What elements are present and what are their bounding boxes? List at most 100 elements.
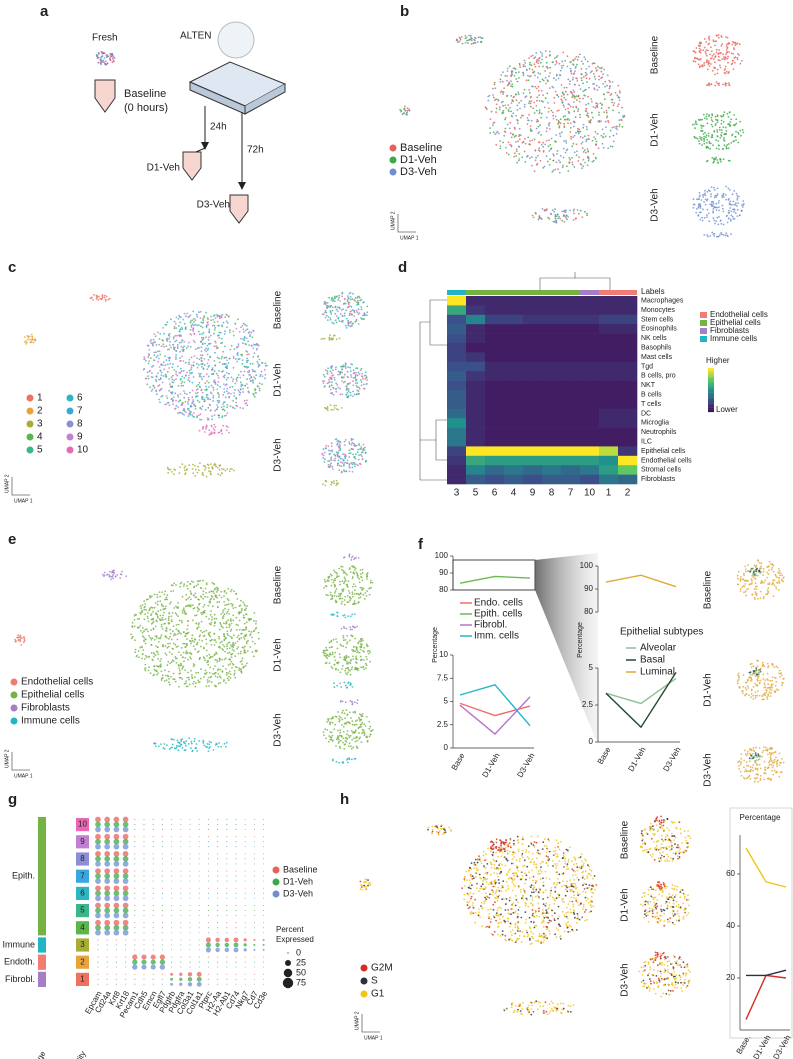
umap-point <box>360 640 362 642</box>
umap-point <box>728 84 730 86</box>
umap-point <box>341 407 343 409</box>
umap-point <box>708 43 710 45</box>
umap-point <box>709 148 711 150</box>
umap-point <box>226 643 228 645</box>
umap-point <box>226 430 228 432</box>
umap-point <box>329 647 331 649</box>
umap-point <box>355 567 357 569</box>
row-label: T cells <box>641 401 662 408</box>
umap-point <box>344 657 346 659</box>
umap-point <box>350 321 352 323</box>
umap-point <box>565 152 567 154</box>
umap-point <box>363 314 365 316</box>
umap-point <box>335 600 337 602</box>
umap-point <box>548 139 550 141</box>
umap-point <box>190 670 192 672</box>
umap-point <box>162 644 164 646</box>
umap-point <box>734 218 736 220</box>
umap-point <box>167 661 169 663</box>
umap-point <box>518 158 520 160</box>
umap-point <box>518 102 520 104</box>
umap-point <box>178 630 180 632</box>
umap-point <box>152 611 154 613</box>
umap-point <box>131 637 133 639</box>
umap-point <box>163 612 165 614</box>
umap-point <box>211 431 213 433</box>
umap-point <box>730 220 732 222</box>
umap-point <box>596 69 598 71</box>
umap-point <box>341 603 343 605</box>
umap-point <box>210 463 212 465</box>
umap-point <box>519 138 521 140</box>
umap-point <box>578 56 580 58</box>
umap-point <box>535 105 537 107</box>
heatmap-cell <box>466 475 485 485</box>
umap-point <box>201 350 203 352</box>
umap-point <box>187 625 189 627</box>
umap-point <box>347 371 349 373</box>
umap-point <box>190 643 192 645</box>
umap-point <box>353 567 355 569</box>
umap-point <box>257 344 259 346</box>
umap-point <box>132 622 134 624</box>
umap-point <box>160 396 162 398</box>
umap-point <box>180 379 182 381</box>
umap-point <box>249 646 251 648</box>
legend-dot <box>11 679 18 686</box>
umap-point <box>216 314 218 316</box>
heatmap-cell <box>542 334 561 344</box>
umap-point <box>555 217 557 219</box>
umap-point <box>694 127 696 129</box>
umap-point <box>352 391 354 393</box>
umap-point <box>509 83 511 85</box>
umap-point <box>694 123 696 125</box>
umap-point <box>343 376 345 378</box>
umap-point <box>480 41 482 43</box>
arrow <box>196 148 205 152</box>
umap-point <box>174 328 176 330</box>
umap-point <box>713 58 715 60</box>
umap-point <box>541 90 543 92</box>
umap-point <box>583 124 585 126</box>
umap-point <box>726 130 728 132</box>
umap-point <box>700 207 702 209</box>
umap-point <box>707 62 709 64</box>
umap-point <box>191 372 193 374</box>
umap-point <box>554 208 556 210</box>
umap-point <box>242 359 244 361</box>
umap-point <box>715 40 717 42</box>
umap-point <box>372 582 374 584</box>
umap-point <box>491 111 493 113</box>
umap-point <box>216 587 218 589</box>
umap-point <box>524 106 526 108</box>
column-label: 9 <box>530 488 536 499</box>
umap-point <box>154 607 156 609</box>
umap-point <box>702 130 704 132</box>
umap-point <box>213 333 215 335</box>
umap-point <box>156 674 158 676</box>
umap-point <box>725 235 727 237</box>
heatmap-cell <box>447 362 466 372</box>
heatmap-cell <box>561 371 580 381</box>
umap-point <box>109 57 111 59</box>
umap-point <box>408 108 410 110</box>
umap-point <box>360 666 362 668</box>
umap-point <box>486 108 488 110</box>
umap-point <box>559 218 561 220</box>
umap-point <box>346 394 348 396</box>
umap-point <box>207 363 209 365</box>
umap-point <box>485 106 487 108</box>
umap-point <box>226 648 228 650</box>
umap-point <box>728 82 730 84</box>
umap-point <box>556 222 558 224</box>
umap-point <box>154 342 156 344</box>
umap-point <box>175 358 177 360</box>
umap-point <box>166 340 168 342</box>
umap-point <box>224 659 226 661</box>
umap-point <box>354 600 356 602</box>
umap-point <box>188 410 190 412</box>
umap-point <box>404 108 406 110</box>
umap-point <box>345 639 347 641</box>
umap-point <box>262 375 264 377</box>
umap-point <box>202 405 204 407</box>
